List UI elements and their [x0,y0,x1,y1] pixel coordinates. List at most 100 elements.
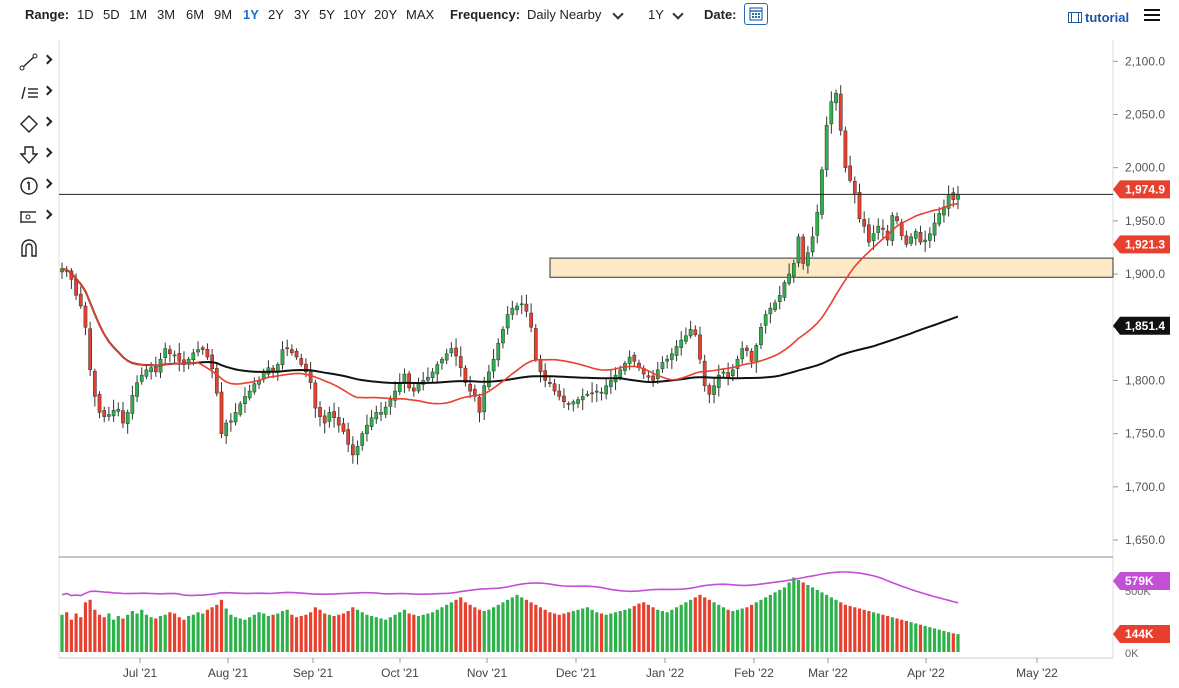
volume-bar [266,615,271,652]
range-button-10y[interactable]: 10Y [343,7,367,22]
measure-tool-button[interactable] [14,205,54,229]
candle-body [336,417,341,426]
support-zone [549,257,1114,278]
x-tick-label: Oct '21 [381,666,419,680]
candle-body [651,375,655,381]
arrow-tool-button[interactable] [14,143,54,167]
candle-body [674,346,679,356]
candle-body [956,194,960,200]
candle-body [590,392,594,395]
candle-body [627,356,632,364]
candle-body [78,293,83,307]
volume-bar [759,599,763,652]
shape-tool-button[interactable] [14,112,54,136]
date-label: Date: [704,7,737,22]
candle-body [214,368,219,394]
volume-bar [407,613,411,652]
candle-body [163,348,168,358]
candle-body [721,371,726,374]
range-button-3y[interactable]: 3Y [294,7,310,22]
volume-bar [201,613,205,652]
volume-bar [88,599,92,652]
candle-body [665,358,670,362]
candle-body [468,383,472,392]
magnet-tool-button[interactable] [14,236,54,260]
volume-bar [721,607,726,652]
candle-body [102,410,107,417]
volume-bar [271,614,275,652]
candle-body [909,236,913,244]
volume-bar [571,611,575,652]
volume-bar [215,604,219,652]
range-button-5d[interactable]: 5D [103,7,120,22]
volume-bar [749,604,754,652]
candle-body [172,354,177,357]
volume-bar [65,612,69,652]
candle-body [838,93,843,131]
candle-body [763,314,768,326]
range-button-9m[interactable]: 9M [214,7,233,22]
volume-axis-label: 0K [1125,648,1139,660]
range-button-5y[interactable]: 5Y [319,7,335,22]
volume-bar [890,617,894,652]
candle-body [496,342,501,361]
support-zone-rect [549,257,1114,278]
range-button-20y[interactable]: 20Y [374,7,398,22]
candle-body [679,339,684,348]
measure-tool-icon [20,211,36,223]
candle-body [83,305,88,328]
calendar-button[interactable] [744,3,768,25]
volume-bar [834,599,838,652]
candle-body [524,303,529,312]
volume-bar [543,609,547,652]
range-button-1y[interactable]: 1Y [243,7,259,22]
range-button-3m[interactable]: 3M [157,7,176,22]
candle-body [918,231,923,243]
line-tool-button[interactable] [14,50,54,74]
volume-bar [276,613,280,652]
candle-body [318,407,322,417]
candle-body [374,412,379,420]
volume-bar [815,589,819,652]
candle-body [904,235,909,245]
volume-bar [196,612,200,652]
range-button-1d[interactable]: 1D [77,7,94,22]
volume-bar [238,618,242,652]
frequency-select[interactable]: Daily Nearby [527,7,602,22]
range-button-2y[interactable]: 2Y [268,7,284,22]
range-button-6m[interactable]: 6M [186,7,205,22]
ma200-tag-text: 1,851.4 [1125,319,1165,333]
candle-body [857,191,862,219]
candle-body [111,409,116,417]
x-tick-label: Nov '21 [467,666,508,680]
volume-bar [703,597,707,652]
volume-bar [839,602,843,652]
volume-bar [918,624,923,652]
range-button-max[interactable]: MAX [406,7,435,22]
fib-tool-button[interactable] [14,81,54,105]
volume-bar [895,618,899,652]
volume-bar [487,609,491,652]
hamburger-menu-icon[interactable] [1144,9,1160,21]
candle-body [472,388,477,397]
candle-body [482,385,487,413]
volume-ma-tag: 579K [1113,572,1170,590]
volume-bar [670,609,674,652]
volume-bar [210,607,214,652]
candle-body [566,403,571,405]
volume-bar [928,627,932,652]
candle-body [144,369,149,377]
annotation-tool-button[interactable] [14,174,54,198]
volume-bar [689,599,693,652]
tutorial-link[interactable]: tutorial [1085,10,1130,25]
volume-bar [60,614,64,652]
period-select[interactable]: 1Y [648,7,664,22]
volume-bar [679,604,683,652]
volume-bar [501,602,505,652]
range-button-1m[interactable]: 1M [129,7,148,22]
volume-bar [942,630,946,652]
volume-bar [735,609,740,652]
candle-body [782,282,787,298]
volume-bar [796,579,801,652]
